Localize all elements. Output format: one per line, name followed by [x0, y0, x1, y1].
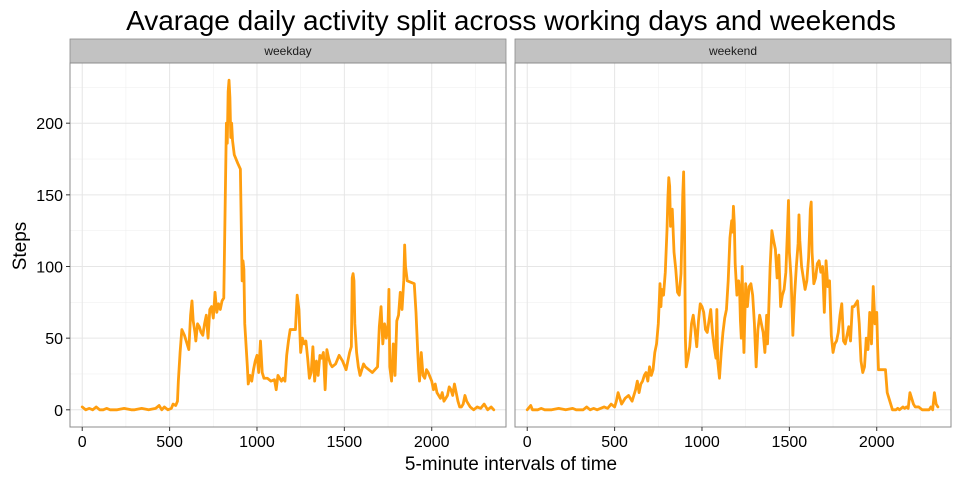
y-tick-label: 200 — [36, 116, 63, 133]
y-tick-label: 0 — [54, 403, 63, 420]
panel-weekend: weekend 0 500 1000 1500 2000 — [514, 38, 952, 451]
x-tick-label: 1500 — [327, 434, 363, 451]
x-tick-label: 1000 — [239, 434, 275, 451]
facet-strip-weekday — [69, 38, 507, 64]
x-axis-title: 5-minute intervals of time — [405, 454, 617, 475]
y-tick-label: 100 — [36, 259, 63, 276]
y-tick-label: 50 — [45, 331, 63, 348]
x-tick-label: 1000 — [684, 434, 720, 451]
panel-border-weekend — [514, 62, 952, 428]
x-tick-label: 2000 — [859, 434, 895, 451]
chart-title: Avarage daily activity split across work… — [126, 5, 896, 36]
facet-strip-weekend — [514, 38, 952, 64]
plot-area-weekday — [70, 63, 506, 427]
x-tick-label: 0 — [523, 434, 532, 451]
x-tick-label: 0 — [78, 434, 87, 451]
x-tick-label: 500 — [156, 434, 183, 451]
y-axis-title: Steps — [10, 222, 31, 271]
x-tick-label: 500 — [601, 434, 628, 451]
panel-border-weekday — [69, 62, 507, 428]
series-line-weekend — [525, 170, 940, 412]
facet-label-weekend: weekend — [708, 44, 757, 58]
series-line-weekday — [80, 78, 496, 412]
x-tick-label: 1500 — [772, 434, 808, 451]
x-tick-label: 2000 — [414, 434, 450, 451]
y-tick-label: 150 — [36, 188, 63, 205]
panel-weekday: weekday 0 500 1000 1500 2000 0 50 100 150 200 — [36, 38, 507, 451]
chart-panels: weekday 0 500 1000 1500 2000 0 50 100 150 200 weeke… — [36, 38, 952, 451]
facet-label-weekday: weekday — [263, 44, 311, 58]
